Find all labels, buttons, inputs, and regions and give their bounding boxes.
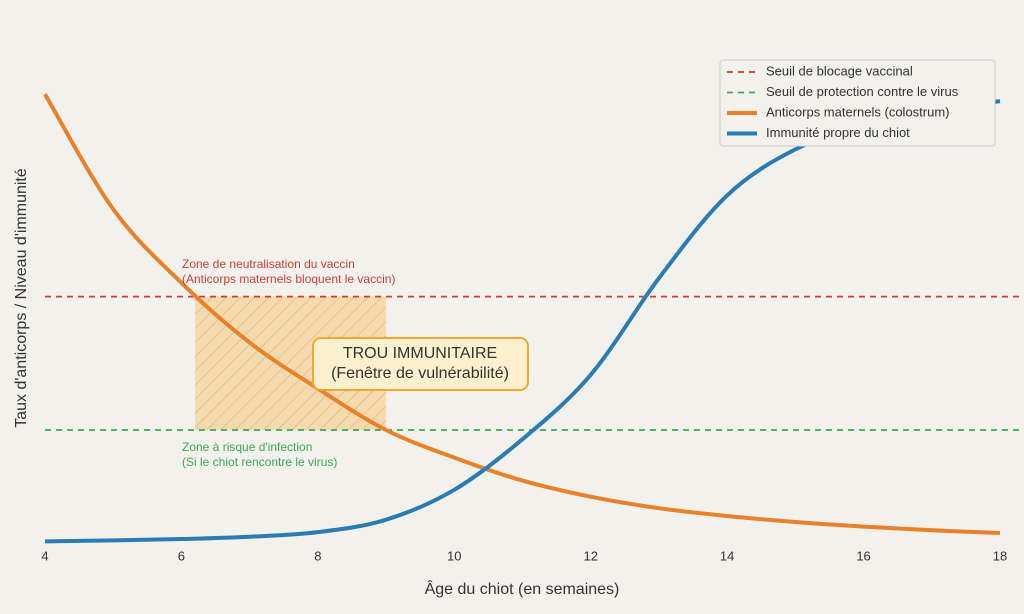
legend-label: Seuil de blocage vaccinal: [766, 63, 913, 78]
x-tick-label: 4: [41, 548, 48, 563]
infection-zone-note: (Si le chiot rencontre le virus): [182, 455, 337, 469]
gap-label: (Fenêtre de vulnérabilité): [331, 365, 509, 382]
x-tick-label: 10: [447, 548, 461, 563]
x-tick-label: 12: [583, 548, 597, 563]
legend-label: Anticorps maternels (colostrum): [766, 104, 950, 119]
series-line: [43, 93, 1001, 536]
x-tick-label: 18: [993, 548, 1007, 563]
series-line: [44, 99, 1001, 544]
gap-box: [312, 337, 529, 391]
vaccine-zone-note: (Anticorps maternels bloquent le vaccin): [182, 272, 395, 286]
x-tick-label: 16: [856, 548, 870, 563]
x-tick-label: 8: [314, 548, 321, 563]
y-axis-label: Taux d'anticorps / Niveau d'immunité: [13, 168, 30, 428]
vaccine-zone-note: Zone de neutralisation du vaccin: [182, 257, 355, 271]
gap-label: TROU IMMUNITAIRE: [343, 345, 497, 362]
x-tick-label: 6: [178, 548, 185, 563]
legend-label: Immunité propre du chiot: [766, 125, 910, 140]
x-axis-label: Âge du chiot (en semaines): [425, 579, 620, 598]
legend-label: Seuil de protection contre le virus: [766, 84, 959, 99]
infection-zone-note: Zone à risque d'infection: [182, 440, 312, 454]
x-tick-label: 14: [720, 548, 734, 563]
legend-box: [719, 59, 996, 147]
